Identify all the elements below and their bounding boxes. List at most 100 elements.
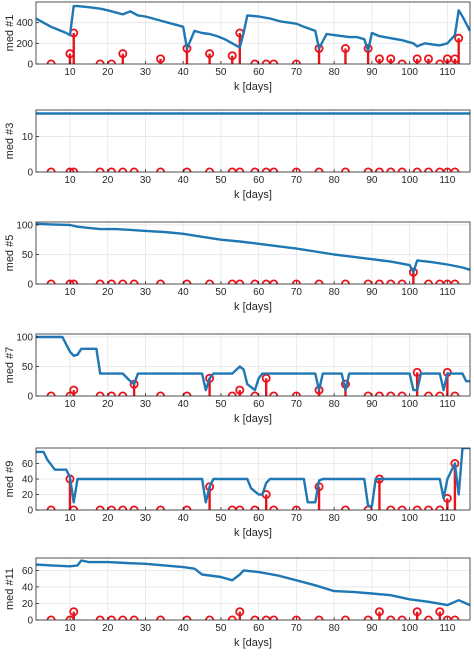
marker: [65, 615, 75, 620]
x-tick-label: 20: [102, 399, 114, 410]
x-tick-label: 90: [366, 175, 378, 186]
x-tick-label: 30: [140, 623, 152, 634]
marker: [454, 33, 464, 43]
x-tick-label: 10: [64, 513, 76, 524]
y-axis-label: med #7: [4, 347, 16, 384]
x-tick-label: 50: [215, 399, 227, 410]
x-tick-label: 70: [291, 175, 303, 186]
data-layer: [36, 4, 470, 64]
x-tick-label: 110: [439, 175, 455, 186]
y-tick-label: 100: [16, 220, 33, 231]
x-tick-label: 100: [401, 623, 418, 634]
marker: [340, 615, 350, 620]
y-tick-label: 0: [27, 60, 33, 71]
x-tick-label: 80: [329, 175, 341, 186]
x-tick-label: 30: [140, 287, 152, 298]
x-tick-label: 40: [178, 175, 190, 186]
x-tick-label: 60: [253, 67, 265, 78]
marker: [423, 54, 433, 64]
y-tick-label: 40: [22, 475, 34, 486]
plot-area: [36, 558, 470, 620]
y-axis-label: med #3: [4, 123, 16, 160]
marker: [291, 59, 301, 64]
x-tick-label: 50: [215, 175, 227, 186]
axes-frame: [35, 557, 471, 621]
grid: [36, 334, 470, 397]
x-tick-label: 110: [439, 513, 455, 524]
marker: [227, 615, 237, 620]
y-tick-label: 50: [22, 250, 34, 261]
x-tick-label: 30: [140, 67, 152, 78]
x-tick-label: 10: [64, 623, 76, 634]
y-tick-label: 0: [27, 616, 33, 627]
y-axis-label: med #5: [4, 235, 16, 272]
x-axis-label: k [days]: [234, 527, 272, 539]
y-tick-label: 10: [22, 132, 34, 143]
marker: [205, 615, 215, 620]
marker: [435, 59, 445, 64]
marker: [269, 615, 279, 620]
series-line: [36, 222, 470, 274]
x-tick-label: 20: [102, 175, 114, 186]
axes-frame: [35, 109, 471, 173]
marker: [450, 615, 460, 620]
marker: [363, 615, 373, 620]
x-tick-label: 70: [291, 623, 303, 634]
y-tick-label: 60: [22, 459, 34, 470]
y-tick-label: 100: [16, 332, 33, 343]
y-axis-label: med #1: [4, 15, 16, 52]
x-tick-label: 60: [253, 287, 265, 298]
y-tick-label: 400: [16, 18, 33, 29]
x-tick-label: 100: [401, 399, 418, 410]
x-tick-label: 60: [253, 175, 265, 186]
x-axis-label: k [days]: [234, 637, 272, 649]
marker: [118, 49, 128, 59]
marker: [423, 615, 433, 620]
plot-area: [36, 334, 470, 396]
x-tick-label: 40: [178, 623, 190, 634]
marker: [261, 59, 271, 64]
x-axis-label: k [days]: [234, 301, 272, 313]
y-tick-label: 40: [22, 582, 34, 593]
y-tick-label: 60: [22, 566, 34, 577]
marker: [291, 615, 301, 620]
marker: [314, 615, 324, 620]
x-tick-label: 30: [140, 513, 152, 524]
y-tick-label: 20: [22, 599, 34, 610]
x-tick-label: 110: [439, 399, 455, 410]
marker: [412, 607, 422, 617]
x-tick-label: 80: [329, 287, 341, 298]
x-tick-label: 90: [366, 623, 378, 634]
x-tick-label: 80: [329, 513, 341, 524]
x-tick-label: 70: [291, 513, 303, 524]
x-tick-label: 60: [253, 623, 265, 634]
chart-panel-1: 10 20 30 40 50 60 70 80 90 100 110 0 200 400 k [days] m…: [4, 1, 471, 93]
x-tick-label: 40: [178, 513, 190, 524]
marker: [235, 607, 245, 617]
marker: [250, 615, 260, 620]
marker: [412, 54, 422, 64]
x-tick-label: 70: [291, 67, 303, 78]
chart-panel-4: 10 20 30 40 50 60 70 80 90 100 110 0 50 100 k [days] me…: [4, 332, 471, 425]
x-tick-label: 40: [178, 67, 190, 78]
y-tick-label: 0: [27, 168, 33, 179]
x-tick-label: 50: [215, 287, 227, 298]
marker: [386, 54, 396, 64]
marker: [250, 59, 260, 64]
x-tick-label: 50: [215, 513, 227, 524]
x-tick-label: 110: [439, 623, 455, 634]
axes-frame: [35, 1, 471, 65]
marker: [412, 367, 422, 377]
plot-area: [36, 222, 470, 284]
x-tick-label: 100: [401, 287, 418, 298]
x-tick-label: 90: [366, 513, 378, 524]
plot-area: [36, 110, 470, 172]
x-tick-label: 20: [102, 287, 114, 298]
x-tick-label: 40: [178, 287, 190, 298]
y-axis-label: med #11: [4, 568, 16, 610]
x-tick-label: 100: [401, 513, 418, 524]
x-tick-label: 20: [102, 513, 114, 524]
x-tick-label: 80: [329, 67, 341, 78]
y-tick-label: 50: [22, 362, 34, 373]
